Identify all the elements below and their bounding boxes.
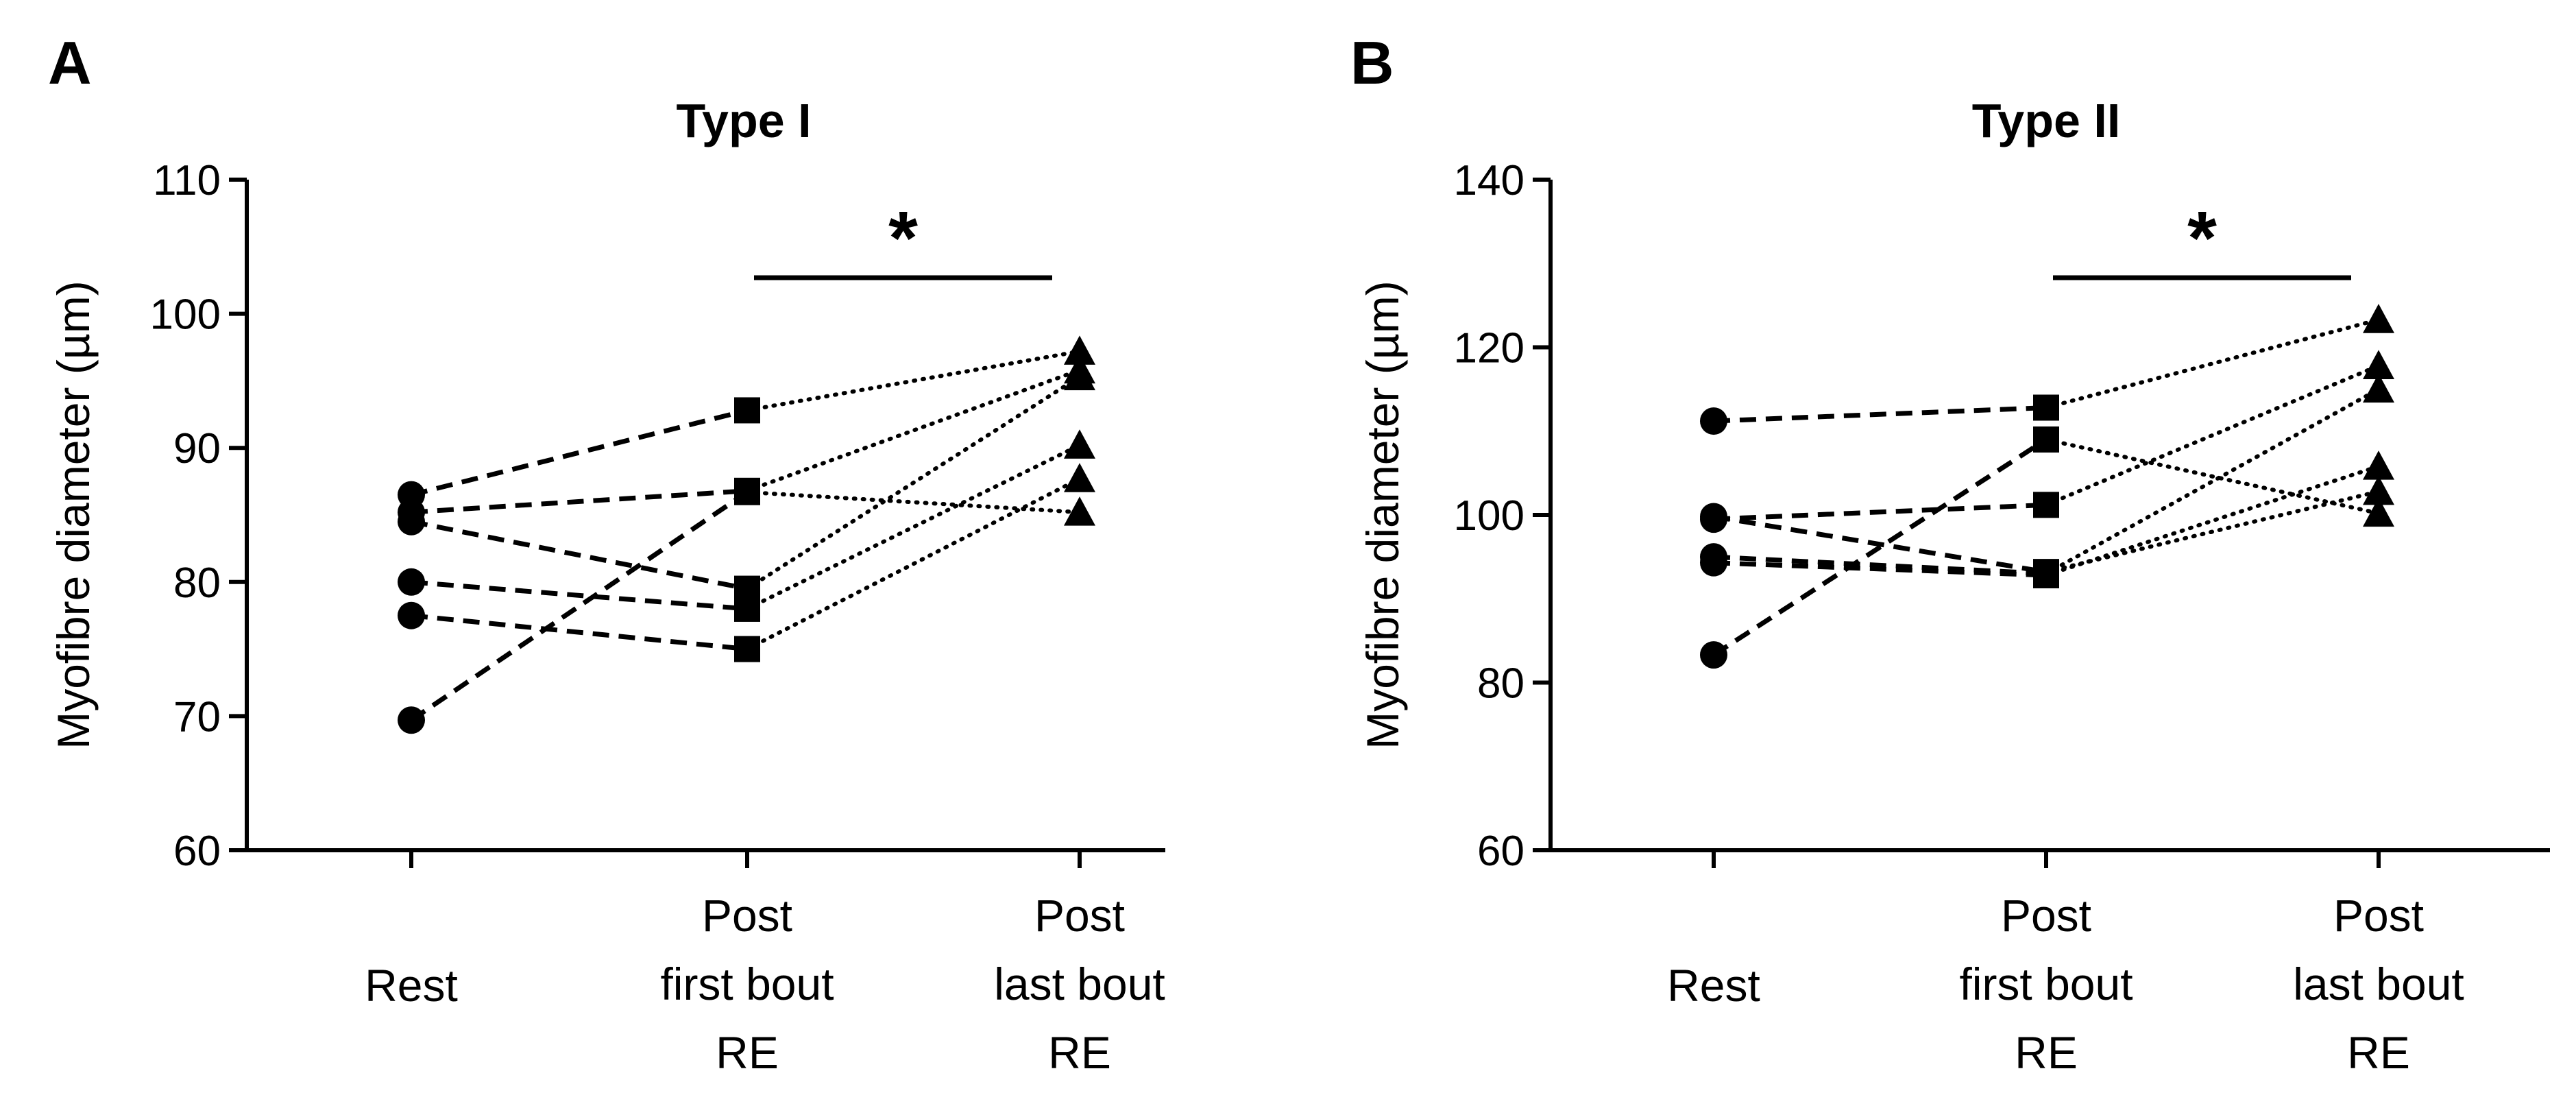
series-line-segment xyxy=(1713,554,2047,577)
y-tick-label: 80 xyxy=(173,560,221,607)
x-tick-label: Post xyxy=(2001,890,2091,941)
marker-triangle xyxy=(1064,335,1095,365)
series-line-segment xyxy=(1713,560,2047,578)
y-tick-label: 140 xyxy=(1454,157,1524,204)
y-tick-label: 110 xyxy=(153,157,221,204)
series-line-segment xyxy=(411,408,748,498)
x-tick-label: RE xyxy=(2347,1027,2410,1078)
series-line-segment xyxy=(745,490,1082,515)
marker-triangle xyxy=(1064,429,1095,459)
marker-triangle xyxy=(2363,350,2394,379)
marker-triangle xyxy=(2363,450,2394,480)
series-line-segment xyxy=(1713,502,2047,522)
chart-title: Type I xyxy=(676,94,811,147)
x-tick-label: Post xyxy=(2333,890,2424,941)
y-tick-label: 60 xyxy=(1477,828,1524,875)
series-line-segment xyxy=(745,368,1082,493)
marker-triangle xyxy=(2363,373,2394,403)
marker-square xyxy=(734,595,760,622)
marker-circle xyxy=(1700,407,1727,435)
y-axis-label: Myofibre diameter (µm) xyxy=(1357,280,1408,749)
series-line-segment xyxy=(1713,514,2047,575)
series-line-segment xyxy=(2044,363,2381,507)
x-tick-label: Rest xyxy=(1667,960,1760,1011)
x-tick-label: Post xyxy=(1034,890,1125,941)
series-line-segment xyxy=(1712,437,2048,658)
marker-circle xyxy=(1700,503,1727,531)
y-tick-label: 100 xyxy=(150,291,221,339)
marker-triangle xyxy=(2363,475,2394,505)
significance-star: * xyxy=(888,196,918,280)
marker-triangle xyxy=(1064,496,1095,526)
marker-triangle xyxy=(2363,304,2394,333)
series-line-segment xyxy=(745,349,1082,413)
x-tick-label: RE xyxy=(1048,1027,1111,1078)
series-line-segment xyxy=(2044,317,2381,410)
x-tick-label: RE xyxy=(716,1027,779,1078)
marker-square xyxy=(2033,394,2059,421)
series-line-segment xyxy=(1713,405,2047,424)
x-tick-label: first bout xyxy=(660,959,834,1009)
marker-circle xyxy=(398,568,425,596)
y-tick-label: 80 xyxy=(1477,660,1524,708)
marker-triangle xyxy=(1064,463,1095,492)
marker-triangle xyxy=(1064,361,1095,391)
series-line-segment xyxy=(411,519,748,592)
significance-star: * xyxy=(2187,196,2217,280)
series-line-segment xyxy=(410,490,749,723)
panel-letter: A xyxy=(48,29,92,97)
marker-square xyxy=(734,636,760,662)
y-tick-label: 90 xyxy=(173,425,221,472)
marker-square xyxy=(734,397,760,424)
x-tick-label: last bout xyxy=(994,959,1165,1009)
marker-circle xyxy=(398,507,425,536)
series-line-segment xyxy=(411,613,748,652)
marker-circle xyxy=(1700,641,1727,669)
series-line-segment xyxy=(411,579,748,612)
x-tick-label: Rest xyxy=(365,960,458,1011)
panel-letter: B xyxy=(1350,29,1394,97)
x-tick-label: first bout xyxy=(1959,959,2133,1009)
series-line-segment xyxy=(745,477,1082,651)
marker-square xyxy=(2033,426,2059,453)
series-line-segment xyxy=(745,443,1082,611)
series-line-segment xyxy=(2044,387,2381,576)
x-tick-label: last bout xyxy=(2293,959,2464,1009)
marker-circle xyxy=(398,706,425,734)
marker-square xyxy=(734,479,760,505)
marker-square xyxy=(2033,492,2059,518)
chart-panel-a: A Type I Myofibre diameter (µm) 60 70 80 90 100… xyxy=(48,29,1165,1078)
y-axis-label: Myofibre diameter (µm) xyxy=(48,280,99,749)
marker-circle xyxy=(1700,549,1727,577)
x-tick-label: RE xyxy=(2015,1027,2078,1078)
series-line-segment xyxy=(745,374,1082,591)
y-tick-label: 60 xyxy=(173,828,221,875)
marker-circle xyxy=(398,601,425,629)
marker-triangle xyxy=(2363,497,2394,527)
chart-title: Type II xyxy=(1972,94,2121,147)
series-line-segment xyxy=(2044,437,2381,516)
chart-panel-b: B Type II Myofibre diameter (µm) 60 80 100 120… xyxy=(1350,29,2550,1078)
series-line-segment xyxy=(2044,489,2381,575)
y-tick-label: 120 xyxy=(1454,325,1524,372)
x-tick-label: Post xyxy=(702,890,792,941)
marker-square xyxy=(2033,559,2059,586)
series-line-segment xyxy=(411,488,748,515)
y-tick-label: 100 xyxy=(1454,492,1524,540)
y-tick-label: 70 xyxy=(173,693,221,741)
